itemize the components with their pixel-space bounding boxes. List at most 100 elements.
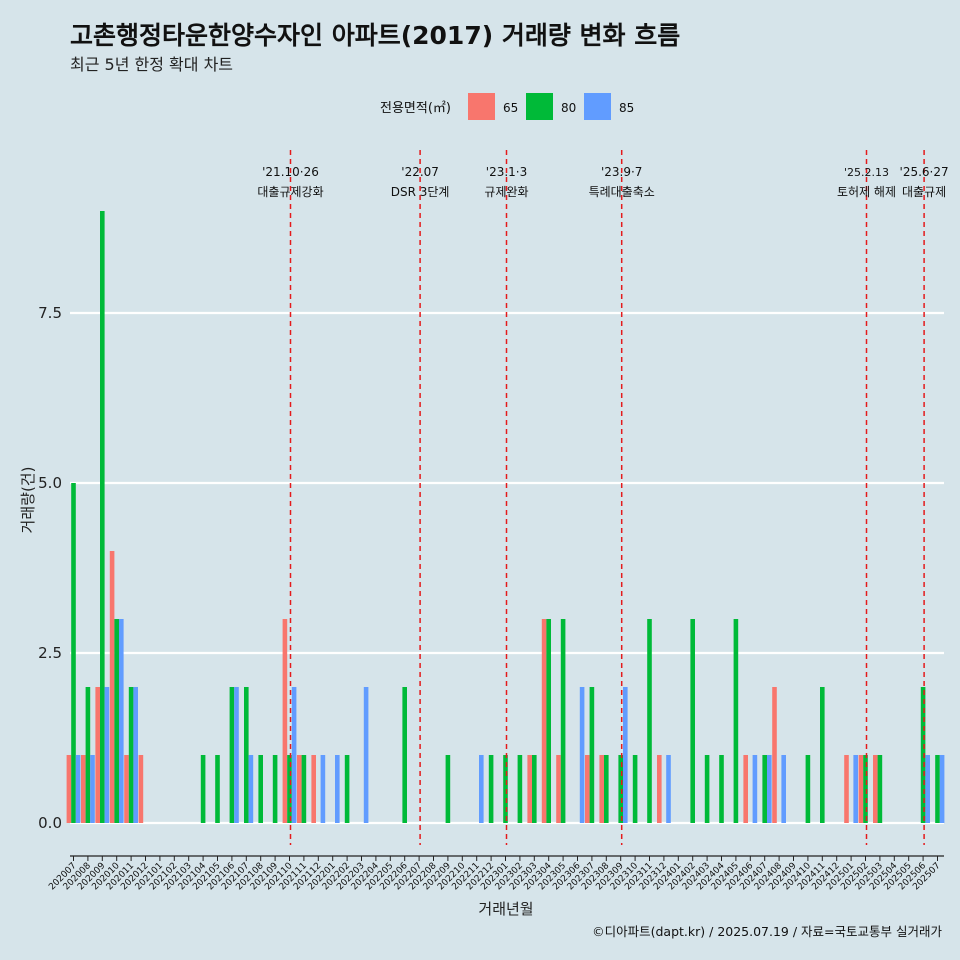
bar-80-202212	[488, 755, 494, 823]
legend-label-85: 85	[619, 101, 634, 115]
bar-85-202312	[666, 755, 671, 823]
bar-80-202009	[100, 211, 105, 823]
bar-65-202503	[873, 755, 878, 823]
bar-80-202011	[128, 687, 134, 823]
bar-80-202105	[215, 755, 220, 823]
bar-85-202106	[234, 687, 239, 823]
bar-80-202407	[762, 755, 767, 823]
bar-65-202312	[657, 755, 662, 823]
bar-65-202111	[297, 755, 302, 823]
bar-80-202111	[301, 755, 307, 823]
bar-85-202407	[767, 755, 772, 823]
bar-85-202408	[781, 755, 786, 823]
bar-65-202305	[556, 755, 561, 823]
annotation-label: 특례대출축소	[589, 185, 655, 199]
bar-85-202309	[623, 687, 628, 823]
bar-65-202012	[138, 755, 144, 823]
bar-85-202112	[320, 755, 326, 823]
bar-85-202110	[291, 687, 297, 823]
bar-80-202411	[820, 687, 825, 823]
bar-80-202302	[517, 755, 523, 823]
annotation-date: '23.9·7	[601, 165, 642, 179]
y-tick-label: 5.0	[38, 474, 62, 492]
bar-65-202303	[527, 755, 532, 823]
bar-80-202308	[604, 755, 609, 823]
bar-80-202404	[719, 755, 724, 823]
bar-85-202306	[579, 687, 585, 823]
bar-85-202010	[119, 619, 124, 823]
y-axis-ticks: 0.0 2.5 5.0 7.5	[38, 304, 62, 832]
annotation-label: 대출규제강화	[257, 185, 323, 199]
annotation-date: '25.2.13	[844, 166, 889, 179]
bar-80-202507	[935, 755, 940, 823]
bar-65-202304	[541, 619, 547, 823]
annotation-label: 토허제 해제	[837, 185, 896, 199]
x-axis: 2020072020082020092020102020112020122021…	[47, 855, 944, 892]
bar-85-202107	[248, 755, 254, 823]
bar-80-202410	[805, 755, 811, 823]
bar-80-202109	[272, 755, 278, 823]
bar-65-202501	[844, 755, 849, 823]
caption: ©디아파트(dapt.kr) / 2025.07.19 / 자료=국토교통부 실…	[592, 924, 942, 939]
policy-annotations: '21.10·26 대출규제강화 '22.07 DSR 3단계 '23.1·3 규제완화 '…	[257, 150, 949, 845]
y-tick-label: 0.0	[38, 814, 62, 832]
legend-swatch-65	[468, 93, 495, 120]
legend-swatch-80	[526, 93, 553, 120]
bar-80-202008	[85, 687, 91, 823]
bar-80-202303	[532, 755, 537, 823]
bar-85-202201	[335, 755, 340, 823]
annotation-date: '23.1·3	[486, 165, 527, 179]
bar-85-202203	[363, 687, 369, 823]
bar-80-202307	[589, 687, 595, 823]
bar-65-202008	[81, 755, 86, 823]
bar-85-202007	[75, 755, 81, 823]
legend-label-80: 80	[561, 101, 576, 115]
bar-80-202104	[200, 755, 206, 823]
bar-80-202007	[71, 483, 76, 823]
bar-65-202308	[599, 755, 604, 823]
bar-80-202502	[863, 755, 868, 823]
bar-80-202206	[402, 687, 407, 823]
bar-80-202304	[546, 619, 551, 823]
bar-85-202211	[479, 755, 484, 823]
bar-80-202209	[445, 755, 451, 823]
bar-65-202307	[585, 755, 590, 823]
bar-85-202009	[104, 687, 110, 823]
bar-85-202506	[925, 755, 930, 823]
bar-85-202501	[853, 755, 858, 823]
x-axis-title: 거래년월	[478, 900, 533, 918]
bar-65-202502	[858, 755, 864, 823]
annotation-label: 대출규제	[902, 185, 946, 199]
legend-title: 전용면적(㎡)	[380, 101, 451, 116]
bar-65-202010	[109, 551, 115, 823]
bar-80-202310	[632, 755, 638, 823]
bar-65-202112	[311, 755, 316, 823]
bar-80-202402	[690, 619, 695, 823]
chart-subtitle: 최근 5년 한정 확대 차트	[70, 55, 233, 74]
bar-65-202009	[95, 687, 100, 823]
bar-80-202305	[560, 619, 566, 823]
bar-65-202406	[743, 755, 748, 823]
bar-85-202406	[752, 755, 758, 823]
annotation-date: '22.07	[401, 165, 439, 179]
bar-80-202311	[647, 619, 652, 823]
annotation-date: '21.10·26	[262, 165, 319, 179]
bar-80-202108	[258, 755, 263, 823]
annotation-date: '25.6·27	[900, 165, 949, 179]
y-tick-label: 2.5	[38, 644, 62, 662]
legend-swatch-85	[584, 93, 611, 120]
bar-80-202107	[244, 687, 249, 823]
bar-65-202007	[66, 755, 72, 823]
bar-80-202301	[503, 755, 508, 823]
bar-80-202010	[114, 619, 119, 823]
bar-80-202405	[733, 619, 739, 823]
bar-85-202011	[133, 687, 138, 823]
bar-85-202507	[939, 755, 945, 823]
bar-65-202011	[124, 755, 129, 823]
annotation-label: DSR 3단계	[391, 185, 450, 199]
chart-title: 고촌행정타운한양수자인 아파트(2017) 거래량 변화 흐름	[70, 21, 680, 50]
y-axis-title: 거래량(건)	[19, 467, 37, 534]
bar-80-202506	[920, 687, 926, 823]
bar-65-202110	[282, 619, 288, 823]
